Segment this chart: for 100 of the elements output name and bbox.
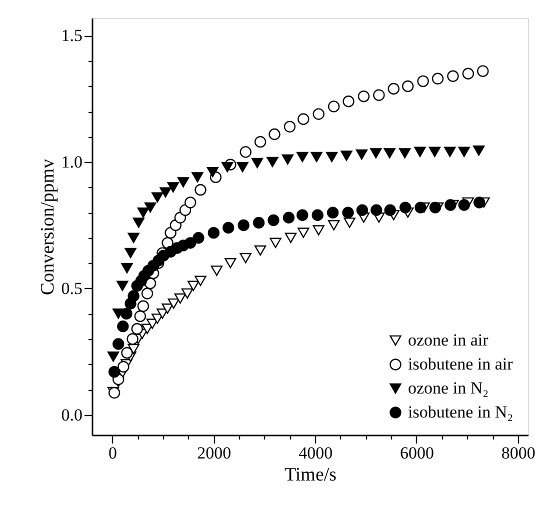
point xyxy=(417,75,429,88)
point xyxy=(328,220,340,230)
point xyxy=(340,150,352,161)
point xyxy=(370,148,382,158)
point xyxy=(167,182,179,192)
point xyxy=(402,80,414,92)
point xyxy=(117,320,129,332)
point xyxy=(174,293,186,304)
point xyxy=(208,226,220,239)
point xyxy=(472,146,485,156)
point xyxy=(358,90,370,102)
point xyxy=(152,192,164,203)
point xyxy=(328,100,340,112)
point xyxy=(188,280,200,292)
point xyxy=(356,149,368,160)
point xyxy=(192,232,204,244)
point xyxy=(107,352,120,362)
point xyxy=(312,108,324,120)
point xyxy=(162,303,174,314)
point xyxy=(181,288,194,299)
point xyxy=(177,177,190,188)
point xyxy=(268,128,280,140)
point xyxy=(116,280,128,292)
point xyxy=(118,360,130,373)
point xyxy=(310,152,322,162)
point xyxy=(399,202,412,214)
point xyxy=(282,212,295,224)
point xyxy=(251,158,264,168)
point xyxy=(126,333,138,345)
point xyxy=(240,146,252,158)
point xyxy=(236,162,248,172)
point xyxy=(414,202,426,214)
point xyxy=(326,152,338,162)
x-tick-label: 4000 xyxy=(298,444,333,462)
point xyxy=(373,89,385,101)
point xyxy=(224,258,236,268)
point xyxy=(268,214,280,226)
legend-label: isobutene in N₂ xyxy=(408,402,514,422)
point xyxy=(108,366,120,378)
x-tick-label: 0 xyxy=(108,444,118,462)
point xyxy=(458,146,470,158)
point xyxy=(388,82,400,95)
point xyxy=(296,152,308,162)
point xyxy=(398,148,411,158)
point xyxy=(444,146,456,158)
point xyxy=(384,204,396,216)
point xyxy=(447,70,459,82)
legend-label: isobutene in air xyxy=(408,354,514,374)
point xyxy=(137,207,150,218)
point xyxy=(184,237,196,249)
point xyxy=(134,310,146,322)
point xyxy=(432,72,444,84)
point xyxy=(473,196,486,208)
point xyxy=(282,154,294,165)
point xyxy=(270,238,282,248)
y-tick-label: 1.5 xyxy=(61,26,82,46)
y-tick-label: 0.5 xyxy=(61,278,82,298)
point xyxy=(428,146,441,158)
point xyxy=(312,225,324,236)
x-tick-label: 2000 xyxy=(197,444,232,462)
point xyxy=(356,204,368,216)
point xyxy=(312,209,324,221)
point xyxy=(462,68,474,80)
point xyxy=(124,248,136,258)
y-tick-label: 0.0 xyxy=(61,405,82,424)
point xyxy=(384,148,396,158)
point xyxy=(458,199,470,211)
x-axis-title: Time/s xyxy=(284,464,337,486)
point xyxy=(141,288,154,300)
point xyxy=(206,167,219,178)
point xyxy=(194,184,206,196)
point xyxy=(144,202,156,213)
point xyxy=(168,298,180,309)
point xyxy=(296,209,308,221)
y-tick-label: 1.0 xyxy=(61,152,82,172)
point xyxy=(192,172,204,182)
x-tick-label: 8000 xyxy=(501,444,536,462)
point xyxy=(254,136,266,148)
point xyxy=(131,323,143,335)
legend-label: ozone in N₂ xyxy=(408,378,489,398)
y-axis-title: Conversion/ppmv xyxy=(37,158,58,296)
point xyxy=(121,347,133,359)
point xyxy=(344,218,356,228)
point xyxy=(184,196,196,208)
point xyxy=(137,300,150,312)
point xyxy=(370,204,382,216)
point xyxy=(120,308,132,320)
point xyxy=(414,146,426,158)
point xyxy=(429,202,442,214)
point xyxy=(210,266,223,276)
point xyxy=(194,276,206,286)
point xyxy=(240,252,252,264)
point xyxy=(222,222,234,234)
point xyxy=(342,206,354,218)
point xyxy=(298,113,310,125)
point xyxy=(477,65,489,77)
point xyxy=(252,216,265,229)
point xyxy=(284,120,296,133)
point xyxy=(342,96,354,108)
point xyxy=(298,228,310,238)
